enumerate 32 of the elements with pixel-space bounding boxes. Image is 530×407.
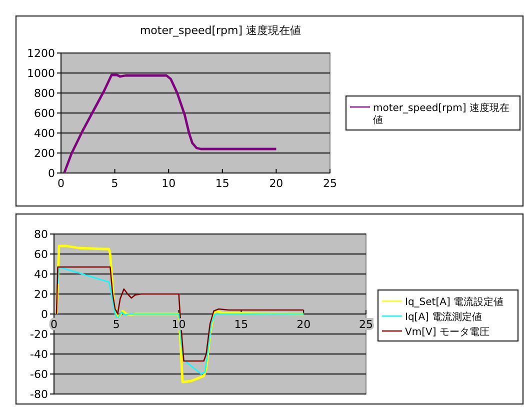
- y-tick-label: 800: [34, 86, 55, 100]
- chart-title: moter_speed[rpm] 速度現在値: [140, 24, 302, 37]
- y-tick-label: 60: [34, 248, 48, 261]
- legend-label: Iq_Set[A] 電流設定値: [405, 296, 504, 308]
- legend-label: Iq[A] 電流測定値: [405, 311, 482, 323]
- y-tick-label: -40: [30, 348, 48, 361]
- x-tick-label: 25: [323, 177, 337, 190]
- y-tick-label: 40: [34, 268, 48, 281]
- x-tick-label: 5: [111, 177, 118, 190]
- y-tick-label: -80: [30, 388, 48, 401]
- y-tick-label: -60: [30, 368, 48, 381]
- x-tick-label: 25: [359, 318, 373, 331]
- x-tick-label: 5: [112, 318, 120, 331]
- y-tick-label: 400: [34, 126, 55, 140]
- y-tick-label: -20: [30, 328, 48, 341]
- x-tick-label: 15: [215, 177, 230, 190]
- x-tick-label: 20: [296, 318, 311, 331]
- x-tick-label: 15: [234, 318, 248, 331]
- y-tick-label: 200: [34, 146, 55, 160]
- y-tick-label: 20: [34, 288, 48, 301]
- x-tick-label: 0: [58, 177, 64, 190]
- y-tick-label: 1000: [27, 66, 55, 80]
- y-tick-label: 0: [41, 308, 48, 321]
- legend-label: moter_speed[rpm] 速度現在値: [373, 102, 510, 126]
- y-tick-label: 600: [34, 106, 55, 120]
- line-series: [63, 74, 278, 174]
- x-tick-label: 10: [162, 177, 176, 190]
- y-tick-label: 80: [34, 228, 48, 241]
- y-tick-label: 1200: [27, 46, 55, 60]
- legend-label: Vm[V] モータ電圧: [405, 327, 490, 338]
- x-tick-label: 20: [269, 177, 284, 190]
- y-tick-label: 0: [48, 166, 55, 180]
